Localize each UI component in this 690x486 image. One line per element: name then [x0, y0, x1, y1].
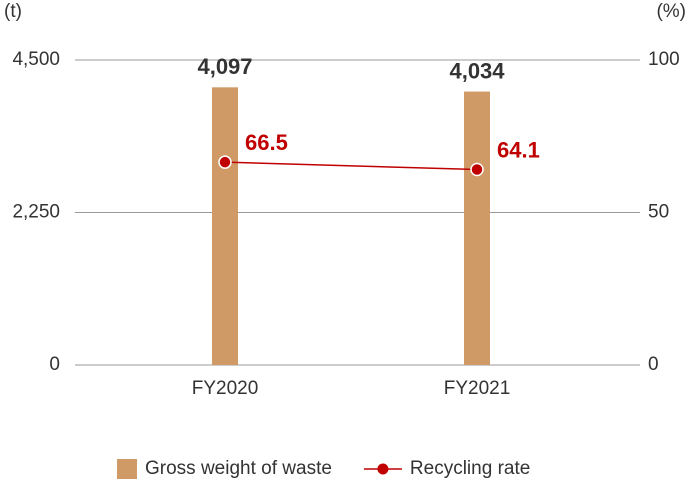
legend-swatch — [117, 459, 137, 479]
bar-value-label: 4,034 — [449, 58, 505, 83]
line-value-label: 64.1 — [497, 137, 540, 162]
line — [224, 161, 478, 171]
y2-tick-label: 100 — [648, 49, 680, 70]
legend-swatch — [377, 463, 389, 475]
y-tick-label: 2,250 — [12, 202, 60, 223]
y-axis-unit: (t) — [4, 1, 22, 22]
y-tick-label: 4,500 — [12, 49, 60, 70]
x-tick-label: FY2021 — [444, 378, 511, 399]
x-tick-label: FY2020 — [192, 378, 259, 399]
y2-axis-unit: (%) — [656, 1, 686, 22]
bar — [464, 91, 490, 365]
y-tick-label: 0 — [49, 354, 60, 375]
line-point — [470, 162, 484, 177]
legend-label: Recycling rate — [410, 458, 530, 479]
y2-tick-label: 50 — [648, 202, 669, 223]
bar-value-label: 4,097 — [197, 54, 252, 79]
legend-label: Gross weight of waste — [145, 458, 332, 479]
line-value-label: 66.5 — [245, 130, 288, 155]
y2-tick-label: 0 — [648, 354, 659, 375]
bar — [212, 87, 238, 365]
line-point — [218, 155, 232, 169]
